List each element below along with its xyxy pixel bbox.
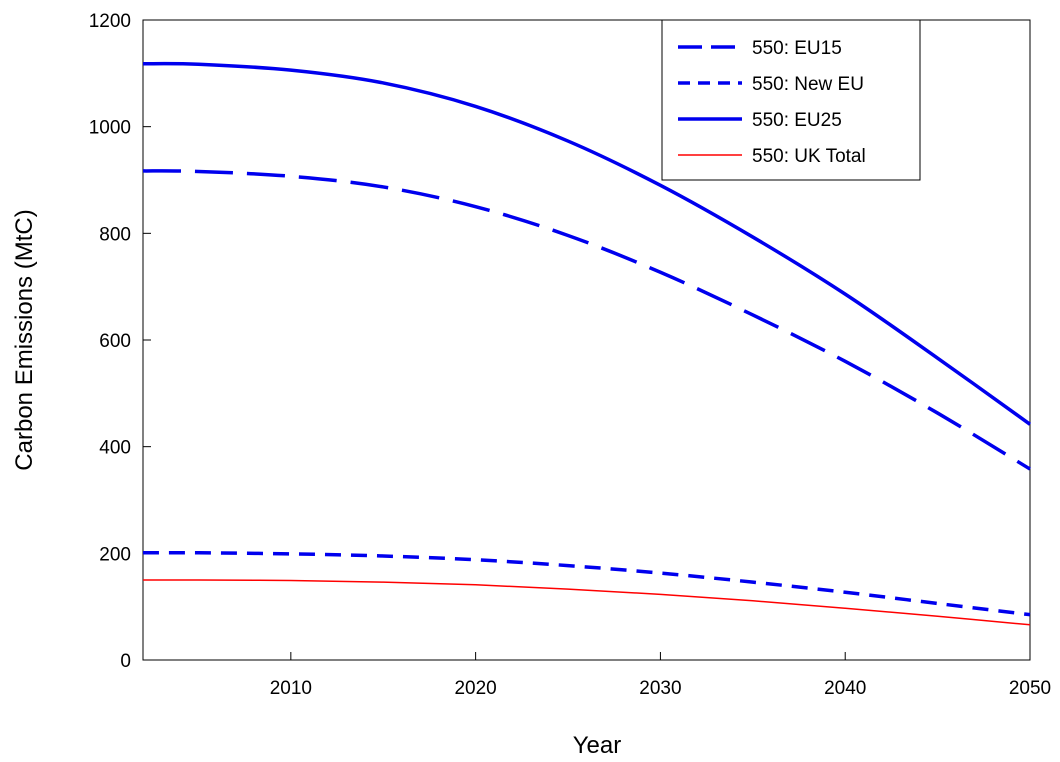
legend-items: 550: EU15 550: New EU 550: EU25 550: UK Tot…	[678, 38, 866, 167]
legend-label-2: 550: New EU	[752, 74, 864, 95]
legend-label-4: 550: UK Total	[752, 146, 866, 167]
x-axis: 2010 2020 2030 2040 2050	[270, 652, 1051, 699]
x-tick-label: 2020	[454, 678, 496, 699]
series-line-3	[142, 61, 1032, 426]
series-line-1	[142, 169, 1031, 471]
x-tick-label: 2030	[639, 678, 681, 699]
x-tick-label: 2050	[1009, 678, 1051, 699]
y-axis-title: Carbon Emissions (MtC)	[11, 209, 38, 470]
y-tick-label: 600	[99, 331, 131, 352]
legend-label-3: 550: EU25	[752, 110, 842, 131]
y-tick-label: 1200	[89, 11, 131, 32]
series-layer	[142, 61, 1032, 626]
y-tick-label: 400	[99, 438, 131, 459]
y-tick-label: 0	[120, 651, 131, 672]
series-line-2	[142, 550, 1031, 617]
y-tick-label: 1000	[89, 118, 131, 139]
y-axis: 0 200 400 600 800 1000 1200	[89, 11, 151, 672]
x-tick-label: 2040	[824, 678, 866, 699]
legend: 550: EU15 550: New EU 550: EU25 550: UK Tot…	[661, 19, 921, 181]
y-tick-label: 200	[99, 544, 131, 565]
legend-box	[661, 19, 921, 181]
x-tick-label: 2010	[270, 678, 312, 699]
legend-label-1: 550: EU15	[752, 38, 842, 59]
y-tick-label: 800	[99, 224, 131, 245]
x-axis-title: Year	[573, 732, 622, 759]
series-line-4	[142, 579, 1031, 626]
